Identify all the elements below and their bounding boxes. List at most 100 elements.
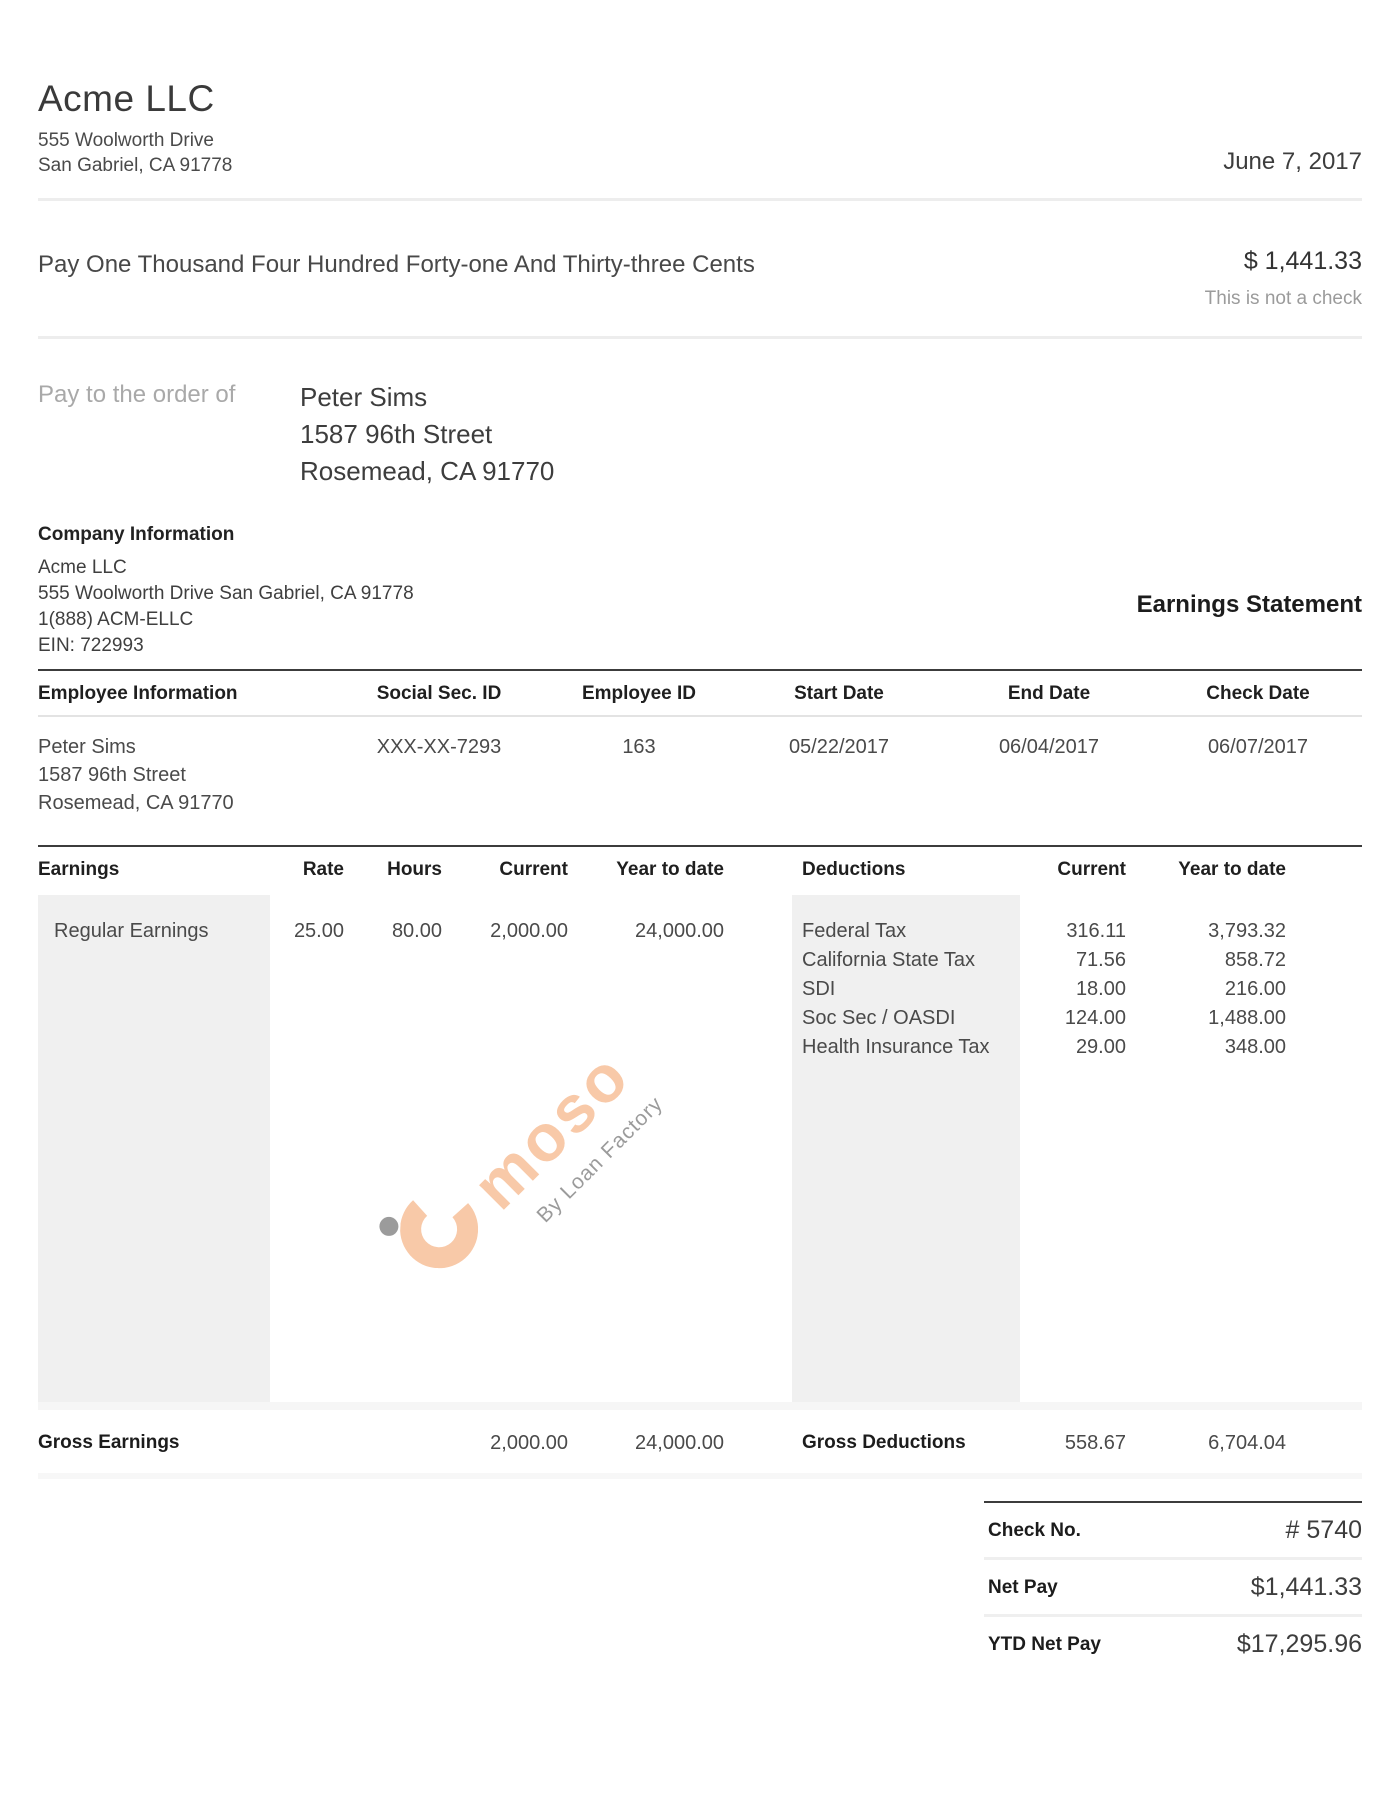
deduction-row-current: 18.00	[1075, 978, 1126, 1000]
earnings-statement-title: Earnings Statement	[1136, 590, 1362, 618]
col-header-check-date: Check Date	[1206, 683, 1310, 704]
col-header-hours: Hours	[387, 859, 442, 880]
gross-earnings-label: Gross Earnings	[38, 1432, 180, 1453]
employee-table-header-row: Employee Information Social Sec. ID Empl…	[38, 671, 1362, 717]
deduction-row-current: 29.00	[1075, 1036, 1126, 1058]
summary-row-check-no: Check No. # 5740	[984, 1503, 1362, 1560]
employee-address-line1: 1587 96th Street	[38, 764, 186, 786]
gross-deductions-ytd: 6,704.04	[1208, 1432, 1286, 1454]
payee-name: Peter Sims	[300, 382, 428, 412]
deduction-row-label: Health Insurance Tax	[802, 1036, 990, 1058]
check-no-label: Check No.	[988, 1519, 1081, 1541]
pay-amount-value: $ 1,441.33	[1243, 247, 1362, 275]
earnings-row-current: 2,000.00	[490, 920, 568, 942]
net-pay-value: $1,441.33	[1250, 1573, 1362, 1601]
company-info-block: Company Information Acme LLC 555 Woolwor…	[38, 524, 414, 659]
employee-address-block: Peter Sims 1587 96th Street Rosemead, CA…	[38, 733, 334, 817]
col-header-employee-information: Employee Information	[38, 683, 238, 704]
body-gap-end	[1286, 895, 1362, 1402]
deductions-labels-column: Federal Tax California State Tax SDI Soc…	[792, 895, 1020, 1402]
gross-gap3	[724, 1432, 792, 1455]
col-header-deductions-ytd: Year to date	[1178, 859, 1286, 880]
pay-line-divider	[38, 336, 1362, 339]
document-header: Acme LLC 555 Woolworth Drive San Gabriel…	[38, 0, 1362, 178]
not-a-check-note: This is not a check	[1204, 288, 1362, 309]
gross-row-divider	[38, 1473, 1362, 1479]
col-header-deductions: Deductions	[802, 859, 906, 880]
pay-amount-row: Pay One Thousand Four Hundred Forty-one …	[38, 247, 1362, 310]
header-gap-end	[1286, 859, 1362, 881]
employee-id-value: 163	[622, 736, 656, 758]
summary-row-net-pay: Net Pay $1,441.33	[984, 1560, 1362, 1617]
deduction-row-current: 124.00	[1064, 1007, 1126, 1029]
col-header-social-sec-id: Social Sec. ID	[376, 683, 502, 704]
col-header-rate: Rate	[302, 859, 344, 880]
col-header-start-date: Start Date	[794, 683, 884, 704]
company-info-ein: EIN: 722993	[38, 635, 144, 656]
ytd-net-pay-value: $17,295.96	[1236, 1630, 1362, 1658]
gross-gap1	[270, 1432, 344, 1455]
net-pay-label: Net Pay	[988, 1576, 1058, 1598]
company-header-block: Acme LLC 555 Woolworth Drive San Gabriel…	[38, 78, 232, 178]
gross-gap4	[1286, 1432, 1362, 1455]
col-header-earnings-ytd: Year to date	[616, 859, 724, 880]
gross-totals-row: Gross Earnings 2,000.00 24,000.00 Gross …	[38, 1432, 1362, 1455]
deduction-row-label: California State Tax	[802, 949, 976, 971]
deduction-row-ytd: 3,793.32	[1208, 920, 1286, 942]
col-header-earnings: Earnings	[38, 859, 120, 880]
company-address-line2: San Gabriel, CA 91778	[38, 155, 233, 176]
deduction-row-ytd: 858.72	[1224, 949, 1286, 971]
col-header-end-date: End Date	[1007, 683, 1091, 704]
earnings-deductions-table: Earnings Rate Hours Current Year to date…	[38, 845, 1362, 1479]
earnings-table-body: Regular Earnings 25.00 80.00 2,000.00 24…	[38, 895, 1362, 1410]
col-header-earnings-current: Current	[499, 859, 568, 880]
deductions-ytd-column: 3,793.32 858.72 216.00 1,488.00 348.00	[1126, 895, 1286, 1402]
start-date-value: 05/22/2017	[788, 736, 890, 758]
gross-earnings-ytd: 24,000.00	[635, 1432, 724, 1454]
deduction-row-label: SDI	[802, 978, 836, 1000]
employee-name: Peter Sims	[38, 736, 136, 758]
earnings-row-ytd: 24,000.00	[635, 920, 724, 942]
deduction-row-current: 316.11	[1066, 920, 1126, 942]
payee-section: Pay to the order of Peter Sims 1587 96th…	[38, 379, 1362, 490]
pay-summary-block: Check No. # 5740 Net Pay $1,441.33 YTD N…	[984, 1501, 1362, 1671]
pay-amount-words: Pay One Thousand Four Hundred Forty-one …	[38, 251, 755, 278]
pay-to-order-label: Pay to the order of	[38, 381, 236, 408]
employee-info-table: Employee Information Social Sec. ID Empl…	[38, 669, 1362, 831]
col-header-employee-id: Employee ID	[581, 683, 697, 704]
gross-gap2	[344, 1432, 442, 1455]
company-info-address: 555 Woolworth Drive San Gabriel, CA 9177…	[38, 583, 414, 604]
deduction-row-label: Federal Tax	[802, 920, 907, 942]
company-info-lines: Acme LLC 555 Woolworth Drive San Gabriel…	[38, 555, 414, 659]
check-no-value: # 5740	[1285, 1516, 1362, 1544]
gross-earnings-current: 2,000.00	[490, 1432, 568, 1454]
deduction-row-ytd: 1,488.00	[1208, 1007, 1286, 1029]
document-date: June 7, 2017	[1223, 148, 1362, 175]
company-address-line1: 555 Woolworth Drive	[38, 130, 215, 151]
col-header-deductions-current: Current	[1057, 859, 1126, 880]
deductions-current-column: 316.11 71.56 18.00 124.00 29.00	[1020, 895, 1126, 1402]
payee-address-line1: 1587 96th Street	[300, 419, 493, 449]
body-gap	[724, 895, 792, 1402]
payee-address-line2: Rosemead, CA 91770	[300, 456, 555, 486]
gross-deductions-current: 558.67	[1064, 1432, 1126, 1454]
header-divider	[38, 198, 1362, 201]
deduction-row-current: 71.56	[1075, 949, 1126, 971]
employee-address-line2: Rosemead, CA 91770	[38, 792, 234, 814]
end-date-value: 06/04/2017	[998, 736, 1100, 758]
header-gap	[724, 859, 792, 881]
earnings-table-header-row: Earnings Rate Hours Current Year to date…	[38, 847, 1362, 895]
ytd-net-pay-label: YTD Net Pay	[988, 1633, 1101, 1655]
deduction-row-label: Soc Sec / OASDI	[802, 1007, 956, 1029]
check-date-value: 06/07/2017	[1207, 736, 1309, 758]
employee-ssn-value: XXX-XX-7293	[376, 736, 502, 758]
company-info-title: Company Information	[38, 524, 235, 545]
company-info-section: Company Information Acme LLC 555 Woolwor…	[38, 524, 1362, 659]
company-address: 555 Woolworth Drive San Gabriel, CA 9177…	[38, 128, 232, 178]
deduction-row-ytd: 216.00	[1224, 978, 1286, 1000]
company-info-name: Acme LLC	[38, 557, 127, 578]
earnings-row-rate: 25.00	[293, 920, 344, 942]
deduction-row-ytd: 348.00	[1224, 1036, 1286, 1058]
company-info-phone: 1(888) ACM-ELLC	[38, 609, 194, 630]
